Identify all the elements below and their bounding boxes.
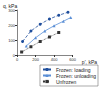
svg-text:300: 300 [8, 8, 15, 13]
svg-text:600: 600 [69, 57, 76, 62]
svg-text:200: 200 [8, 23, 15, 28]
svg-text:100: 100 [8, 38, 15, 43]
svg-text:Frozen: loading: Frozen: loading [56, 66, 91, 73]
svg-text:p', kPa: p', kPa [82, 59, 97, 65]
svg-text:200: 200 [32, 57, 39, 62]
svg-text:q, kPa: q, kPa [3, 2, 18, 9]
svg-text:Frozen: unloading: Frozen: unloading [56, 72, 96, 79]
svg-text:0: 0 [12, 52, 15, 58]
svg-text:Unfrozen: Unfrozen [56, 79, 77, 85]
svg-text:0: 0 [16, 57, 19, 62]
svg-text:400: 400 [51, 57, 58, 62]
